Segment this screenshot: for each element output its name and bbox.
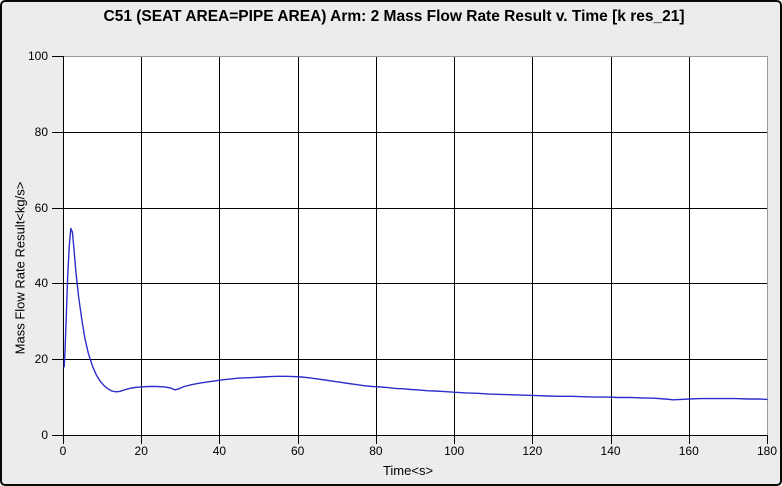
x-tick-label: 80 [369,444,383,458]
x-tick-label: 180 [756,444,778,458]
x-tick-label: 160 [678,444,699,458]
x-tick-label: 40 [212,444,227,458]
x-tick-label: 60 [290,444,305,458]
plot-background [63,56,767,435]
data-series-line [63,227,768,401]
x-tick-label: 120 [522,444,543,458]
x-tick-label: 100 [444,444,465,458]
y-tick-label: 40 [34,276,48,291]
y-tick-label: 0 [41,428,48,442]
chart-title: C51 (SEAT AREA=PIPE AREA) Arm: 2 Mass Fl… [103,8,685,25]
x-tick-label: 20 [134,444,148,458]
x-tick-label: 0 [59,444,67,458]
x-tick-label: 140 [600,444,621,458]
y-tick-label: 60 [34,200,48,215]
y-tick-label: 80 [34,124,48,139]
x-axis-label: Time<s> [382,463,434,478]
y-tick-label: 20 [34,352,48,367]
y-tick-label: 100 [27,49,48,63]
